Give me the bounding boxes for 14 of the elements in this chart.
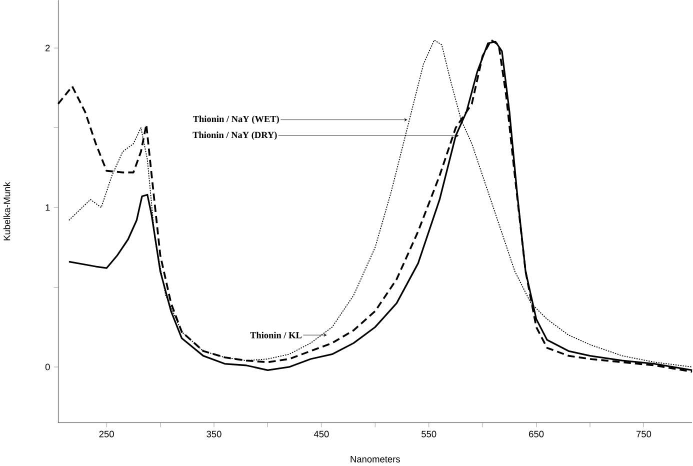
x-axis-title: Nanometers bbox=[350, 456, 400, 463]
x-tick-label: 450 bbox=[314, 430, 329, 438]
x-tick-label: 750 bbox=[636, 430, 652, 438]
annotation: Thionin / NaY (WET) bbox=[192, 116, 279, 124]
x-tick-label: 250 bbox=[99, 430, 114, 438]
x-tick-label: 350 bbox=[206, 430, 222, 438]
x-tick-label: 650 bbox=[529, 430, 544, 438]
y-axis-title: Kubelka-Munk bbox=[3, 182, 10, 240]
annotation: Thionin / KL bbox=[250, 332, 302, 338]
annotation: Thionin / NaY (DRY) bbox=[192, 132, 277, 140]
y-tick-label: 1 bbox=[46, 204, 50, 211]
y-tick-label: 2 bbox=[46, 44, 50, 52]
y-tick-label: 0 bbox=[45, 364, 50, 370]
x-tick-label: 550 bbox=[422, 430, 436, 438]
